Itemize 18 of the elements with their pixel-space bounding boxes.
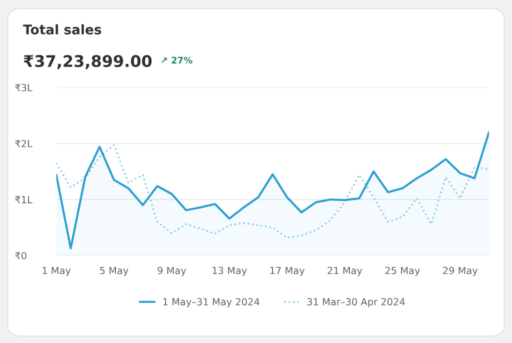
x-tick-label: 21 May — [328, 266, 362, 276]
x-tick-label: 17 May — [270, 266, 305, 276]
line-series — [56, 144, 489, 238]
legend-label: 1 May–31 May 2024 — [163, 298, 260, 308]
x-tick-label: 29 May — [443, 266, 478, 276]
x-tick-label: 25 May — [385, 266, 420, 276]
y-tick-label: ₹2L — [15, 140, 32, 148]
y-tick-label: ₹0 — [15, 252, 26, 260]
y-tick-label: ₹1L — [15, 196, 32, 204]
text: ↗ 27% — [162, 56, 192, 64]
x-tick-label: 5 May — [100, 266, 128, 276]
y-tick-label: ₹3L — [15, 84, 32, 92]
chart-title: Total sales — [23, 24, 102, 34]
x-tick-label: 1 May — [42, 266, 71, 276]
legend-label: 31 Mar–30 Apr 2024 — [307, 298, 405, 308]
x-tick-label: 9 May — [158, 266, 186, 276]
chart-subtitle: ₹37,23,899.00 — [24, 55, 152, 70]
x-tick-label: 13 May — [212, 266, 247, 276]
